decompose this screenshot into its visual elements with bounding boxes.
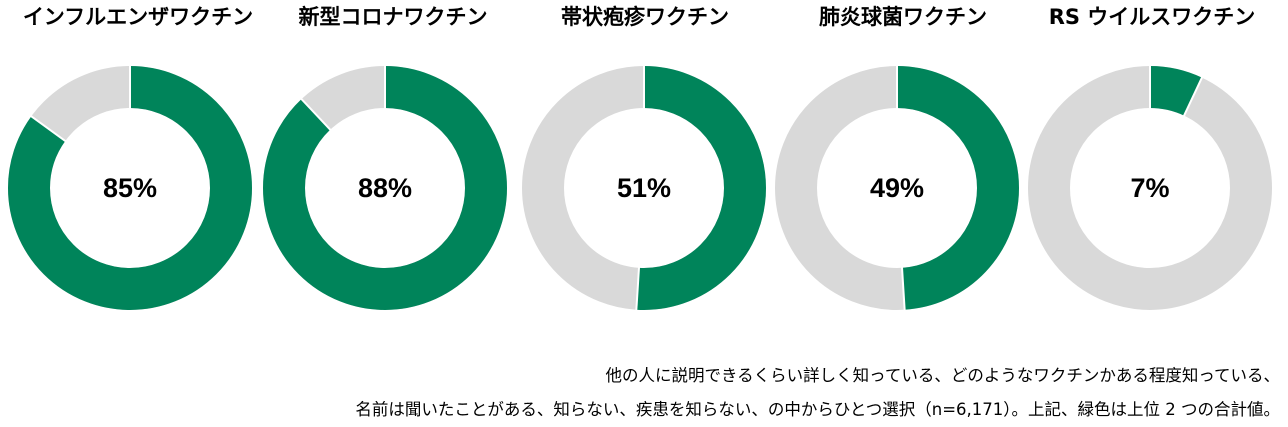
chart-title: 帯状疱疹ワクチン <box>561 5 729 29</box>
center-value-label: 85% <box>103 173 157 203</box>
donut-chart-3: 帯状疱疹ワクチン 51% <box>522 5 766 311</box>
donut-chart-1: インフルエンザワクチン 85% <box>8 5 253 310</box>
donut-chart-2: 新型コロナワクチン 88% <box>263 5 507 310</box>
footnote-line-2: 名前は聞いたことがある、知らない、疾患を知らない、の中からひとつ選択（n=6,1… <box>355 400 1280 419</box>
chart-title: 肺炎球菌ワクチン <box>819 5 987 29</box>
footnote-line-1: 他の人に説明できるくらい詳しく知っている、どのようなワクチンかある程度知っている… <box>605 366 1280 385</box>
slice-separator-2 <box>29 114 67 143</box>
center-value-label: 49% <box>870 173 924 203</box>
slice-separator-2 <box>635 266 641 311</box>
chart-title: 新型コロナワクチン <box>299 5 488 29</box>
donut-chart-5: RS ウイルスワクチン 7% <box>1028 5 1272 310</box>
donut-charts: インフルエンザワクチン 85% 新型コロナワクチン 88% 帯状疱疹ワクチン 51% 肺炎球… <box>8 5 1272 311</box>
center-value-label: 88% <box>358 173 412 203</box>
center-value-label: 7% <box>1130 173 1169 203</box>
slice-separator-2 <box>900 266 906 311</box>
chart-title: インフルエンザワクチン <box>23 5 253 29</box>
donut-chart-4: 肺炎球菌ワクチン 49% <box>775 5 1019 311</box>
slice-separator-2 <box>1182 76 1204 117</box>
chart-title: RS ウイルスワクチン <box>1049 5 1256 29</box>
center-value-label: 51% <box>617 173 671 203</box>
slice-separator-2 <box>300 97 332 132</box>
